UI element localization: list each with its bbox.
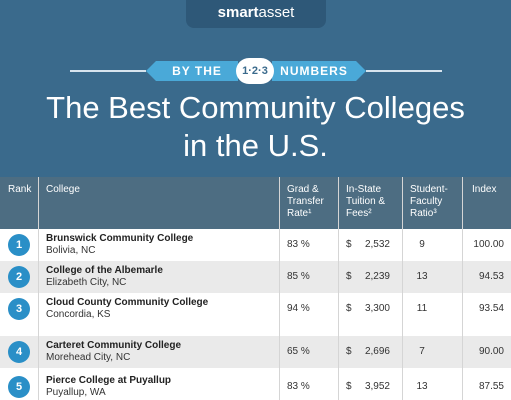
tuition-value: 3,952	[364, 381, 390, 392]
college-name: Pierce College at Puyallup	[46, 375, 172, 386]
tuition-value: 2,532	[364, 239, 390, 250]
dollar-sign: $	[346, 303, 352, 314]
logo-bold-text: smart	[217, 4, 259, 21]
table-row: 2 College of the Albemarle Elizabeth Cit…	[0, 261, 511, 293]
grad-rate: 94 %	[287, 303, 310, 314]
college-location: Bolivia, NC	[46, 245, 96, 256]
rank-badge: 1	[8, 234, 30, 256]
student-faculty-ratio: 11	[416, 303, 428, 314]
col-tuition: In-State Tuition & Fees²	[346, 184, 385, 220]
student-faculty-ratio: 7	[419, 346, 425, 357]
grad-rate: 83 %	[287, 239, 310, 250]
col-grad-line3: Rate¹	[287, 208, 312, 219]
index-value: 90.00	[478, 346, 504, 357]
page-title-line2: in the U.S.	[183, 128, 328, 163]
college-location: Morehead City, NC	[46, 352, 131, 363]
col-ratio-line2: Faculty	[410, 196, 443, 207]
tuition-value: 2,239	[364, 271, 390, 282]
student-faculty-ratio: 9	[419, 239, 425, 250]
table-row: 5 Pierce College at Puyallup Puyallup, W…	[0, 371, 511, 400]
column-divider	[462, 177, 463, 400]
header-banner: smartasset BY THE NUMBERS 1·2·3 The Best…	[0, 0, 511, 177]
grad-rate: 65 %	[287, 346, 310, 357]
college-location: Elizabeth City, NC	[46, 277, 127, 288]
index-value: 94.53	[478, 271, 504, 282]
college-name: Cloud County Community College	[46, 297, 209, 308]
col-grad-line1: Grad &	[287, 184, 319, 195]
rank-badge: 2	[8, 266, 30, 288]
smartasset-logo: smartasset	[186, 0, 326, 28]
column-divider	[38, 177, 39, 400]
col-rank: Rank	[8, 184, 32, 195]
col-grad-rate: Grad & Transfer Rate¹	[287, 184, 324, 220]
dollar-sign: $	[346, 239, 352, 250]
col-college: College	[46, 184, 80, 195]
grad-rate: 85 %	[287, 271, 310, 282]
table-row: 4 Carteret Community College Morehead Ci…	[0, 336, 511, 368]
page-title-line1: The Best Community Colleges	[46, 90, 465, 125]
college-location: Concordia, KS	[46, 309, 111, 320]
col-ratio-line1: Student-	[410, 184, 448, 195]
student-faculty-ratio: 13	[416, 271, 428, 282]
column-divider	[402, 177, 403, 400]
rank-badge: 3	[8, 298, 30, 320]
index-value: 100.00	[473, 239, 504, 250]
rank-badge: 5	[8, 376, 30, 398]
col-tuition-line2: Tuition &	[346, 196, 386, 207]
college-name: Brunswick Community College	[46, 233, 194, 244]
col-ratio: Student- Faculty Ratio³	[410, 184, 448, 220]
col-tuition-line1: In-State	[346, 184, 382, 195]
index-value: 93.54	[478, 303, 504, 314]
column-divider	[338, 177, 339, 400]
dollar-sign: $	[346, 381, 352, 392]
dollar-sign: $	[346, 271, 352, 282]
grad-rate: 83 %	[287, 381, 310, 392]
rank-badge: 4	[8, 341, 30, 363]
col-tuition-line3: Fees²	[346, 208, 372, 219]
tuition-value: 2,696	[364, 346, 390, 357]
college-name: Carteret Community College	[46, 340, 182, 351]
tuition-value: 3,300	[364, 303, 390, 314]
banner-123-badge: 1·2·3	[236, 58, 274, 84]
col-ratio-line3: Ratio³	[410, 208, 437, 219]
college-name: College of the Albemarle	[46, 265, 163, 276]
banner-numbers: NUMBERS	[272, 61, 366, 81]
table-header: Rank College Grad & Transfer Rate¹ In-St…	[0, 177, 511, 229]
table-row: 1 Brunswick Community College Bolivia, N…	[0, 229, 511, 261]
index-value: 87.55	[478, 381, 504, 392]
col-grad-line2: Transfer	[287, 196, 324, 207]
col-index: Index	[472, 184, 497, 195]
column-divider	[279, 177, 280, 400]
table-row: 3 Cloud County Community College Concord…	[0, 293, 511, 325]
student-faculty-ratio: 13	[416, 381, 428, 392]
banner-rule-right	[366, 70, 442, 72]
banner-rule-left	[70, 70, 146, 72]
logo-light-text: asset	[258, 4, 295, 21]
dollar-sign: $	[346, 346, 352, 357]
banner-by-the: BY THE	[146, 61, 238, 81]
college-location: Puyallup, WA	[46, 387, 106, 398]
